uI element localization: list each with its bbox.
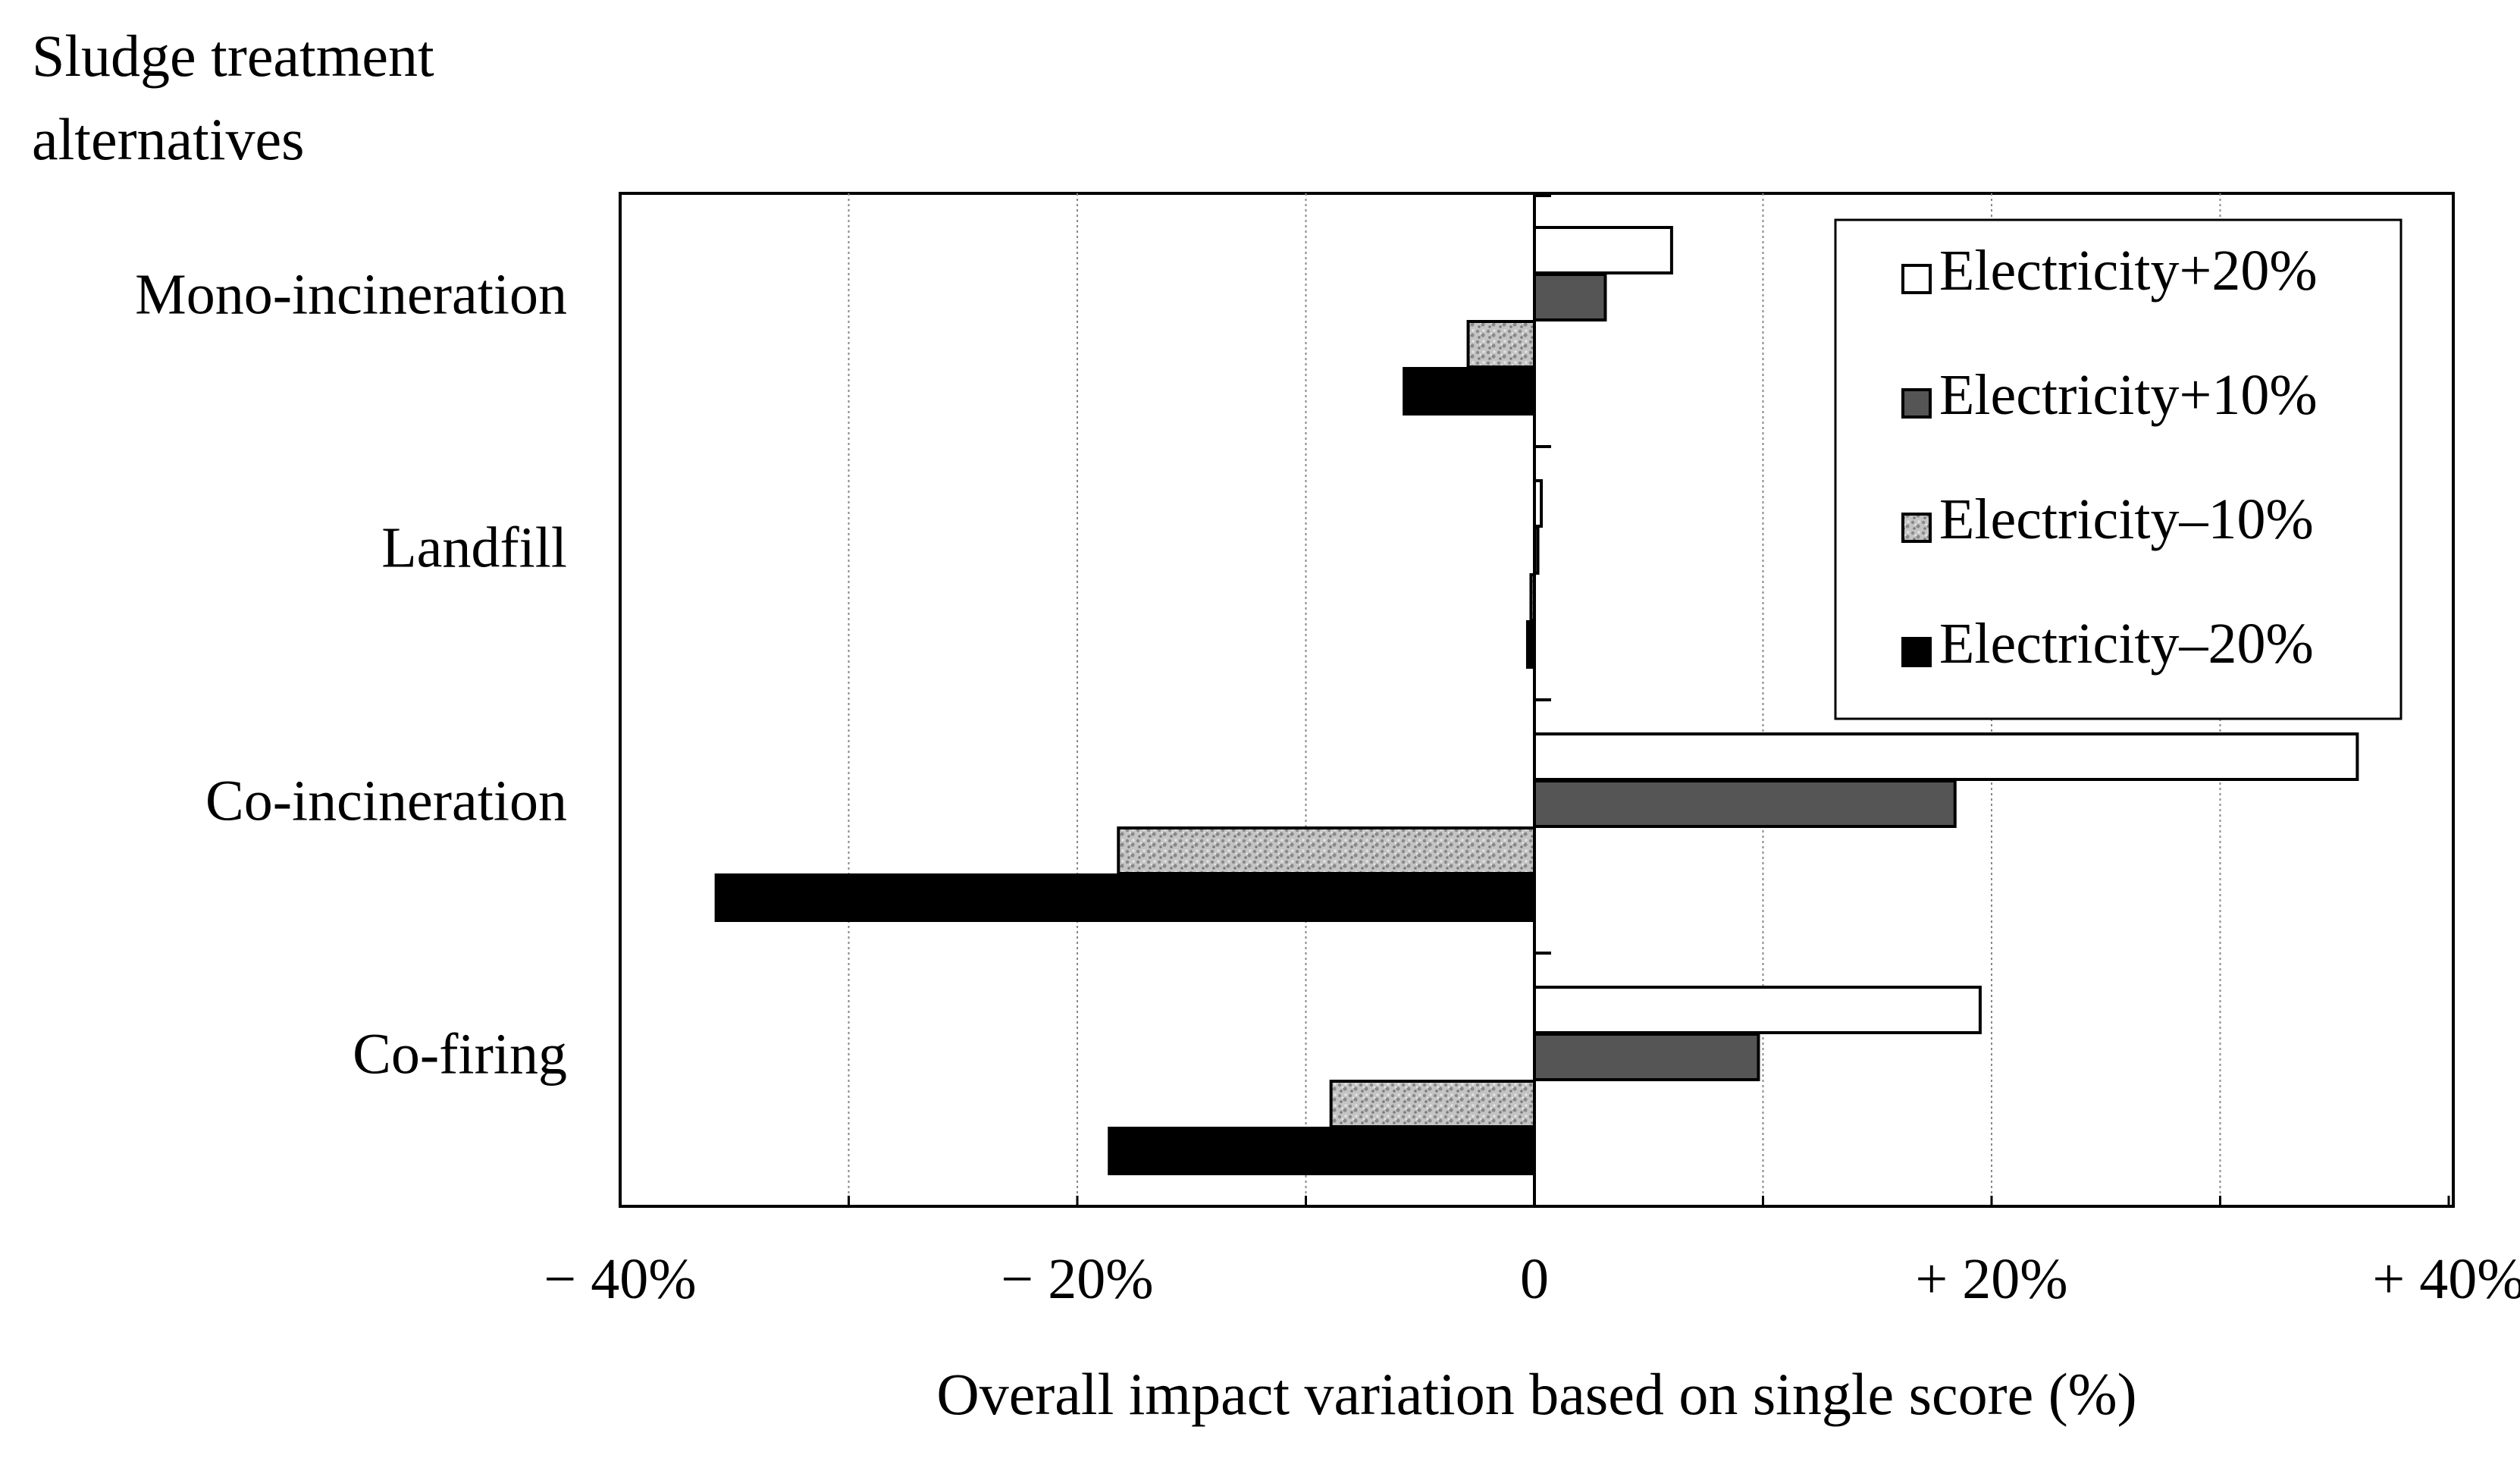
legend-label: Electricity–10% xyxy=(1939,488,2314,551)
legend: Electricity+20% Electricity+10% Electricit… xyxy=(1834,218,2402,720)
bar-darkgray-co-incineration xyxy=(1533,779,1957,828)
bar-speckled-mono-incineration xyxy=(1466,320,1536,368)
x-tick-label: + 40% xyxy=(2372,1247,2520,1311)
legend-label: Electricity+20% xyxy=(1939,239,2318,303)
bar-black-co-incineration xyxy=(714,873,1536,922)
legend-swatch-darkgray xyxy=(1901,388,1932,419)
x-tick-label: + 20% xyxy=(1915,1247,2067,1311)
legend-box xyxy=(1834,218,2402,720)
x-tick-label: 0 xyxy=(1520,1247,1549,1311)
x-tick-label: − 20% xyxy=(1001,1247,1153,1311)
bar-white-co-incineration xyxy=(1533,732,2359,781)
x-tick-label: − 40% xyxy=(544,1247,696,1311)
bar-black-co-firing xyxy=(1108,1127,1536,1175)
y-axis-title-line-2: alternatives xyxy=(32,106,305,172)
x-tick-labels: − 40% − 20% 0 + 20% + 40% xyxy=(544,1247,2520,1311)
y-axis-title-line-1: Sludge treatment xyxy=(32,23,434,89)
category-label: Co-firing xyxy=(353,1022,567,1086)
category-label: Mono-incineration xyxy=(135,262,567,326)
legend-label: Electricity+10% xyxy=(1939,363,2318,427)
legend-swatch-speckled xyxy=(1901,513,1932,543)
bar-white-co-firing xyxy=(1533,986,1982,1034)
x-axis-title: Overall impact variation based on single… xyxy=(936,1361,2136,1427)
legend-swatch-black xyxy=(1901,637,1932,667)
bar-speckled-co-firing xyxy=(1329,1080,1537,1128)
bars xyxy=(714,226,2359,1175)
bar-white-mono-incineration xyxy=(1533,226,1673,274)
bar-darkgray-mono-incineration xyxy=(1533,273,1607,321)
legend-label: Electricity–20% xyxy=(1939,612,2314,676)
category-labels: Mono-incineration Landfill Co-incineration… xyxy=(135,262,567,1086)
axes xyxy=(619,193,2453,1208)
bar-speckled-co-incineration xyxy=(1117,826,1536,875)
category-label: Landfill xyxy=(381,516,567,579)
legend-swatch-white xyxy=(1901,264,1932,294)
bar-black-mono-incineration xyxy=(1403,367,1537,416)
bar-darkgray-co-firing xyxy=(1533,1033,1760,1081)
category-label: Co-incineration xyxy=(205,769,567,833)
